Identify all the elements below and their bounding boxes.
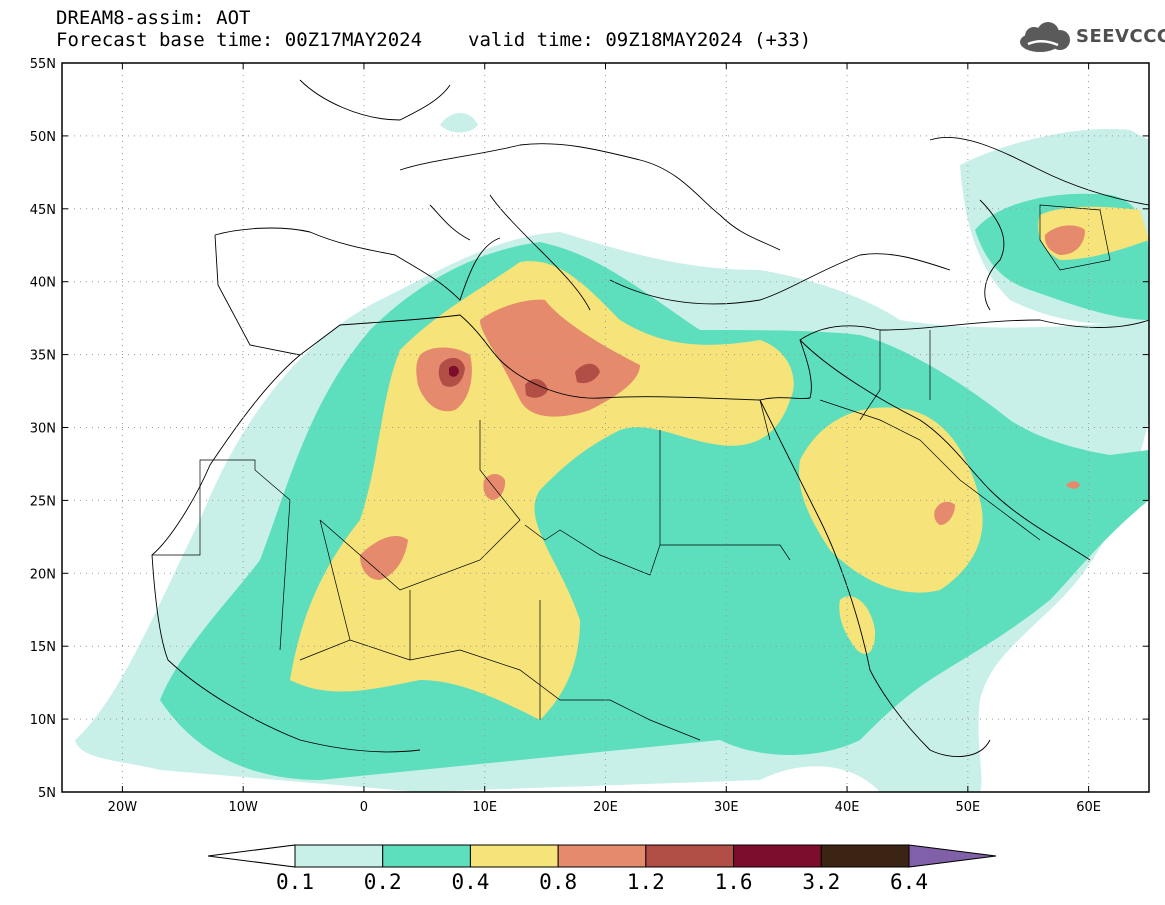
coastlines [151,79,1149,757]
colorbar-label: 1.2 [626,870,665,894]
colorbar-label: 0.2 [363,870,402,894]
colorbar-max-arrow [908,844,997,868]
aot-field [75,112,1149,792]
axis-ticks: 20W 10W 0 10E 20E 30E 40E 50E 60E 55N 50N 45N 40N 35N… [30,57,1149,815]
colorbar-label: 0.1 [276,870,314,894]
colorbar-swatch [557,844,647,868]
lat-tick-label: 45N [30,203,56,218]
colorbar-swatch [733,844,822,868]
colorbar-swatch [820,844,910,868]
lon-tick-label: 50E [955,800,980,815]
lat-tick-label: 50N [30,130,56,145]
seevccc-logo [1020,22,1070,52]
forecast-base-time: Forecast base time: 00Z17MAY2024 [56,29,423,51]
colorbar-label: 3.2 [802,870,841,894]
lon-tick-label: 60E [1076,800,1101,815]
lat-tick-label: 35N [30,349,56,364]
lon-tick-label: 20W [108,800,138,815]
colorbar-swatch [469,844,559,868]
map-subtitle: Forecast base time: 00Z17MAY2024 valid ti… [56,30,811,50]
colorbar-label: 0.8 [539,870,578,894]
aot-level-1.6 [449,365,459,377]
lat-tick-label: 40N [30,276,56,291]
country-borders [152,204,1111,741]
lon-tick-label: 20E [593,800,618,815]
colorbar-label: 1.6 [714,870,753,894]
colorbar-swatch [645,844,735,868]
colorbar-swatch [382,844,471,868]
colorbar-min-arrow [207,844,296,868]
lat-tick-label: 55N [30,57,56,72]
colorbar-swatch [294,844,384,868]
lat-tick-label: 25N [30,494,56,509]
valid-time: valid time: 09Z18MAY2024 (+33) [468,29,812,51]
lat-tick-label: 20N [30,567,56,582]
lat-tick-label: 5N [38,786,56,801]
colorbar-label: 0.4 [451,870,490,894]
lon-tick-label: 10E [472,800,497,815]
lon-tick-label: 0 [360,800,368,815]
lat-tick-label: 10N [30,713,56,728]
lon-tick-label: 30E [714,800,739,815]
colorbar-label: 6.4 [890,870,928,894]
map-title: DREAM8-assim: AOT [56,7,251,29]
lat-tick-label: 15N [30,640,56,655]
lon-tick-label: 10W [228,800,258,815]
logo-text: SEEVCCC [1076,26,1165,47]
colorbar [207,844,997,868]
lat-tick-label: 30N [30,422,56,437]
lon-tick-label: 40E [835,800,860,815]
